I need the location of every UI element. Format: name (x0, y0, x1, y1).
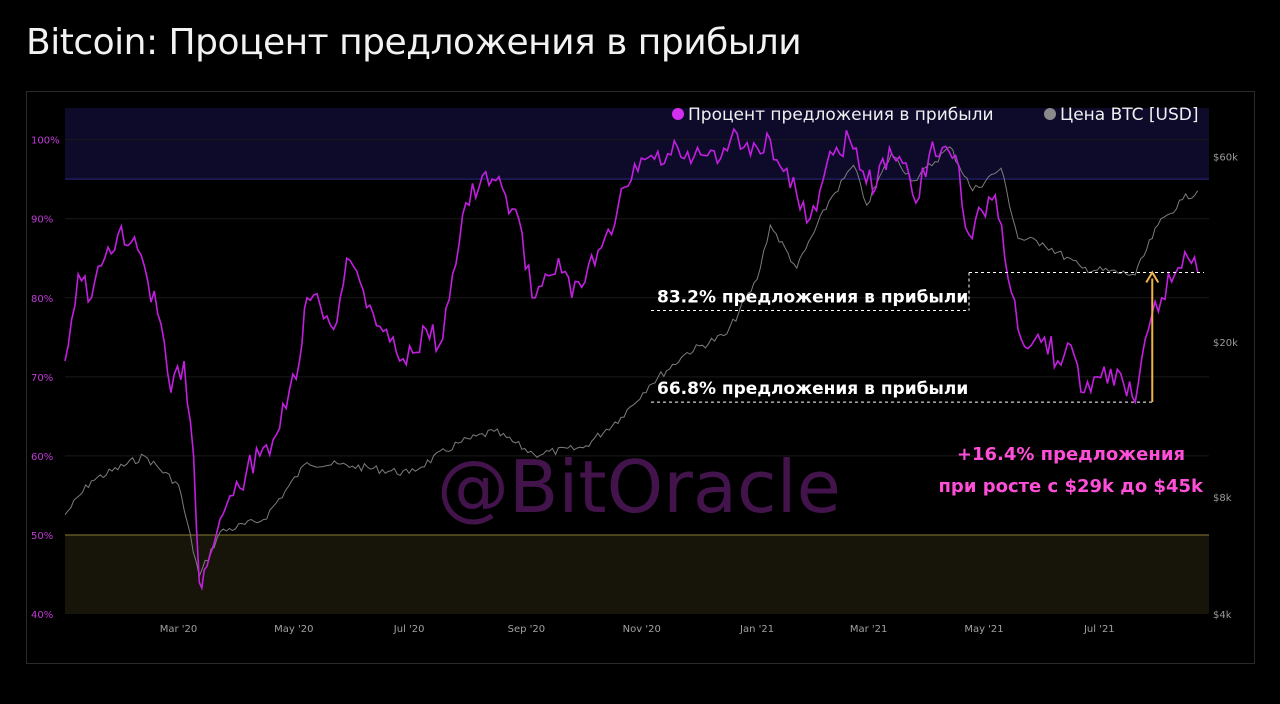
x-tick-label: Jul '21 (1083, 624, 1115, 635)
x-tick-label: Sep '20 (508, 624, 546, 635)
y-left-tick-label: 40% (31, 610, 53, 621)
y-left-tick-label: 60% (31, 452, 53, 463)
watermark: @BitOracle (437, 445, 841, 529)
x-tick-label: Nov '20 (623, 624, 661, 635)
y-right-tick-label: $20k (1213, 338, 1238, 349)
upper-band (65, 108, 1209, 180)
upper-annotation-label: 83.2% предложения в прибыли (657, 287, 968, 307)
x-tick-label: Jan '21 (739, 624, 774, 635)
legend-label-price: Цена BTC [USD] (1060, 105, 1199, 125)
y-right-tick-label: $4k (1213, 610, 1232, 621)
y-left-tick-label: 80% (31, 294, 53, 305)
change-annotation-line2: при росте с $29k до $45k (939, 476, 1205, 497)
x-tick-label: Mar '20 (160, 624, 198, 635)
y-left-tick-label: 50% (31, 531, 53, 542)
y-left-tick-label: 70% (31, 373, 53, 384)
chart-frame: @BitOracle 40% 50% 60% 70% 80% 90% 100% $4k $8k $2… (26, 91, 1255, 664)
legend-marker-price (1044, 108, 1056, 120)
lower-annotation-label: 66.8% предложения в прибыли (657, 379, 968, 399)
legend-marker-supply (672, 108, 684, 120)
legend-label-supply: Процент предложения в прибыли (688, 105, 994, 125)
x-tick-label: May '20 (274, 624, 313, 635)
lower-band (65, 534, 1209, 614)
price-series-line (64, 146, 1199, 579)
x-tick-label: May '21 (964, 624, 1003, 635)
y-left-tick-label: 90% (31, 215, 53, 226)
page-title: Bitcoin: Процент предложения в прибыли (26, 22, 802, 63)
change-annotation-line1: +16.4% предложения (957, 444, 1185, 465)
increase-arrow-head (1145, 270, 1160, 283)
y-right-tick-label: $60k (1213, 153, 1238, 164)
y-left-tick-label: 100% (31, 136, 60, 147)
y-right-tick-label: $8k (1213, 493, 1232, 504)
chart-svg: @BitOracle 40% 50% 60% 70% 80% 90% 100% $4k $8k $2… (31, 105, 1238, 635)
x-tick-label: Mar '21 (850, 624, 888, 635)
supply-series-line (64, 127, 1199, 591)
x-tick-label: Jul '20 (393, 624, 425, 635)
